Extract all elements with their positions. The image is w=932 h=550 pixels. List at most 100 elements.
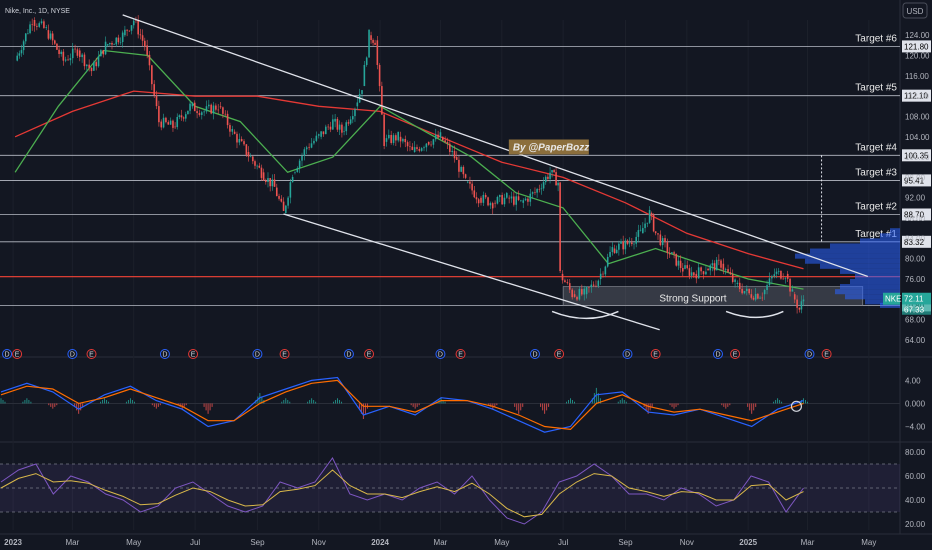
candle-body <box>106 44 109 46</box>
candle-body <box>515 196 518 205</box>
candle-body <box>184 114 187 119</box>
candle-body <box>480 197 482 203</box>
candle-body <box>97 56 100 67</box>
candle-body <box>675 253 678 266</box>
candle-body <box>657 233 659 235</box>
candle-body <box>798 307 801 310</box>
volume-profile-bar <box>880 302 900 308</box>
candle-body <box>291 176 294 183</box>
candle-body <box>503 197 506 205</box>
time-axis[interactable]: 2023 Mar May Jul Sep Nov 2024 Mar May Jul Sep Nov 20… <box>4 538 876 547</box>
candle-body <box>644 223 646 229</box>
candle-body <box>117 37 120 43</box>
candle-body <box>18 53 21 56</box>
candle-body <box>791 289 794 292</box>
time-tick-label: May <box>494 538 509 547</box>
currency-button-frame[interactable] <box>902 2 928 19</box>
candle-body <box>231 129 234 132</box>
candle-body <box>381 86 383 115</box>
candle-body <box>590 284 593 288</box>
candle-body <box>69 58 72 61</box>
target-label: Target #3 <box>855 167 897 178</box>
dividend-marker <box>67 349 78 359</box>
candle-body <box>633 243 635 245</box>
candle-body <box>494 202 496 204</box>
dividend-marker-label: D <box>532 352 537 359</box>
candle-body <box>707 268 709 271</box>
currency-button[interactable]: USD <box>907 7 924 16</box>
candle-body <box>271 179 274 187</box>
rsi-pane <box>0 457 900 525</box>
candle-body <box>555 172 557 186</box>
candle-body <box>664 238 666 243</box>
candle-body <box>471 183 473 191</box>
volume-profile-bar <box>855 273 900 279</box>
candle-body <box>771 276 773 279</box>
candle-body <box>322 131 325 135</box>
candle-body <box>715 259 718 271</box>
dividend-marker-label: D <box>162 352 167 359</box>
earnings-marker-label: E <box>191 352 196 359</box>
candle-body <box>301 155 303 161</box>
candle-body <box>652 214 655 232</box>
rsi-tick-label: 20.00 <box>905 520 926 529</box>
candle-body <box>613 248 616 254</box>
candle-body <box>557 182 559 186</box>
candle-body <box>208 104 210 107</box>
candle-body <box>668 252 671 255</box>
earnings-marker <box>455 349 466 359</box>
price-axis[interactable]: 124.00 120.00 116.00 112.00 108.00 104.00 100.… <box>883 31 931 529</box>
candle-body <box>802 299 805 302</box>
dividend-marker <box>804 349 815 359</box>
candle-body <box>33 20 36 26</box>
candle-body <box>102 50 105 55</box>
candle-body <box>372 39 374 43</box>
moving-average-line <box>14 90 804 270</box>
candle-body <box>31 24 33 26</box>
volume-profile-bar <box>880 233 900 239</box>
candle-body <box>378 64 381 87</box>
candle-body <box>773 274 776 277</box>
macd-tick-label: 0.000 <box>905 399 926 408</box>
candle-body <box>673 252 675 254</box>
candle-body <box>320 131 322 137</box>
candle-body <box>434 134 437 140</box>
candle-body <box>334 118 336 122</box>
dividend-marker-label: D <box>346 352 351 359</box>
candle-body <box>766 285 768 290</box>
candle-body <box>224 113 227 115</box>
candle-body <box>423 147 425 149</box>
candle-body <box>650 212 653 215</box>
candle-body <box>686 265 689 269</box>
candle-body <box>553 170 555 173</box>
candle-body <box>278 196 280 199</box>
volume-profile <box>795 228 900 308</box>
candle-body <box>547 176 549 179</box>
volume-profile-bar <box>845 294 900 300</box>
candle-body <box>484 194 487 198</box>
candle-body <box>520 199 522 201</box>
secondary-price-label: 67.33 <box>904 306 925 315</box>
candle-body <box>411 146 414 150</box>
dividend-marker-label: D <box>438 352 443 359</box>
candle-body <box>58 49 60 54</box>
candle-body <box>217 109 220 111</box>
candle-body <box>167 122 170 125</box>
support-zone: Strong Support <box>562 286 864 306</box>
candle-body <box>45 27 48 28</box>
candle-body <box>626 240 629 244</box>
candle-body <box>141 35 144 41</box>
level-price-tag <box>902 235 931 248</box>
candle-body <box>538 189 541 190</box>
candle-body <box>754 293 757 300</box>
candle-body <box>47 30 50 39</box>
candle-body <box>210 104 212 114</box>
candle-body <box>690 272 693 276</box>
candle-body <box>198 113 201 115</box>
earnings-marker <box>650 349 661 359</box>
candle-body <box>786 273 789 279</box>
symbol-tag-label: NKE <box>885 295 901 304</box>
candle-body <box>718 259 720 261</box>
candle-body <box>249 156 252 158</box>
candle-body <box>585 287 588 295</box>
